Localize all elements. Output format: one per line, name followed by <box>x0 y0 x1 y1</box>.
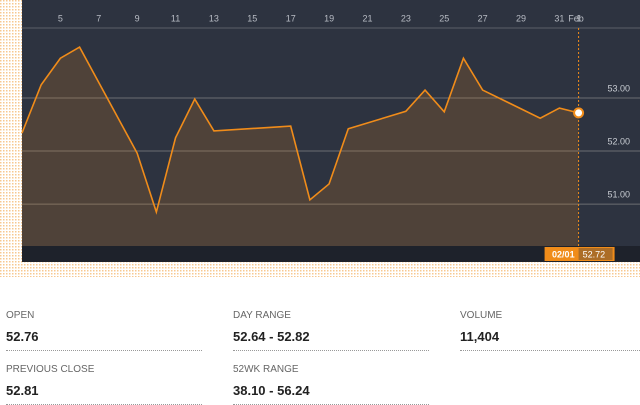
x-tick-label: 5 <box>58 13 63 23</box>
chart: Feb 5 7 9 11 13 15 17 19 21 23 25 27 29 31 1 51.00 52.00… <box>0 0 640 277</box>
stat: DAY RANGE 52.64 - 52.82 <box>233 310 429 351</box>
x-tick-label: 21 <box>362 13 372 23</box>
y-tick-label: 53.00 <box>607 83 630 93</box>
stat: VOLUME 11,404 <box>460 310 640 351</box>
stat-label: VOLUME <box>460 310 503 321</box>
stat: PREVIOUS CLOSE 52.81 <box>6 364 202 405</box>
price-line <box>21 45 579 215</box>
cursor-value: 52.72 <box>583 249 606 259</box>
x-tick-label: 15 <box>247 13 257 23</box>
cursor-value-box <box>578 248 613 260</box>
cursor-box <box>544 247 615 261</box>
stat-label: OPEN <box>6 310 35 321</box>
stat-value: 52.64 - 52.82 <box>233 329 310 344</box>
month-label: Feb <box>568 13 584 23</box>
y-tick-label: 52.00 <box>607 136 630 146</box>
x-tick-label: 29 <box>516 13 526 23</box>
stat-value: 52.81 <box>6 383 39 398</box>
stats: OPEN 52.76 DAY RANGE 52.64 - 52.82 VOLUME 11,… <box>0 280 640 405</box>
x-tick-label: 11 <box>171 13 180 23</box>
x-tick-label: 25 <box>439 13 449 23</box>
x-tick-label: 23 <box>401 13 411 23</box>
x-tick-label: 19 <box>324 13 334 23</box>
y-tick-label: 51.00 <box>607 189 630 199</box>
last-point <box>573 107 585 119</box>
x-tick-label: 17 <box>286 13 296 23</box>
x-tick-label: 7 <box>96 13 101 23</box>
x-tick-label: 13 <box>209 13 219 23</box>
stat-label: DAY RANGE <box>233 310 291 321</box>
x-tick-label: 1 <box>576 13 581 23</box>
stat-label: 52WK RANGE <box>233 364 299 375</box>
x-tick-label: 27 <box>478 13 488 23</box>
stat-value: 38.10 - 56.24 <box>233 383 310 398</box>
x-tick-label: 31 <box>554 13 564 23</box>
stat: 52WK RANGE 38.10 - 56.24 <box>233 364 429 405</box>
x-tick-label: 9 <box>135 13 140 23</box>
plot-footer <box>22 246 640 262</box>
stat: OPEN 52.76 <box>6 310 202 351</box>
cursor-date: 02/01 <box>552 249 575 259</box>
stat-value: 11,404 <box>460 329 500 344</box>
stat-value: 52.76 <box>6 329 39 344</box>
stat-label: PREVIOUS CLOSE <box>6 364 95 375</box>
